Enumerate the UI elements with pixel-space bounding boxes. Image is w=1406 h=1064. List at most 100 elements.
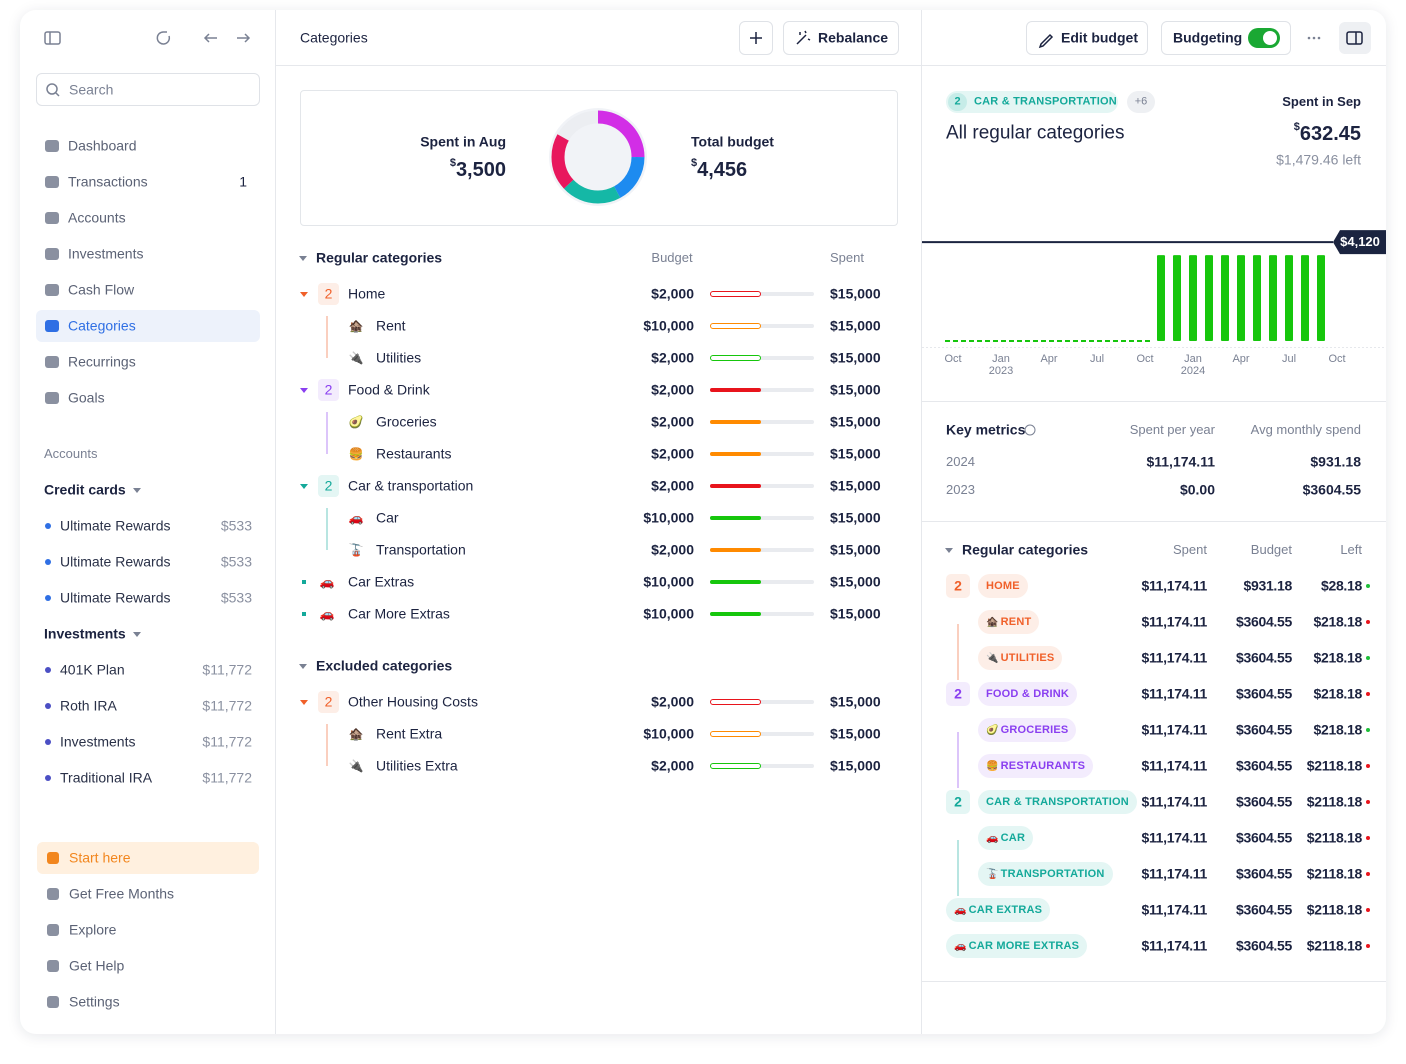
budget-value: $2,000 [651,757,694,774]
category-name[interactable]: Car More Extras [348,605,450,622]
refresh-icon[interactable] [156,31,171,45]
category-pill[interactable]: 🥑 GROCERIES [978,718,1077,742]
left-value: $2118.18 [1306,757,1363,774]
sidebar-toggle-icon[interactable] [44,31,61,45]
account-group-title[interactable]: Credit cards [44,481,126,498]
account-group-title[interactable]: Investments [44,625,126,642]
category-pill[interactable]: 🚗 CAR [978,826,1034,850]
account-balance: $11,772 [202,697,252,714]
key-metrics-title: Key metrics [946,421,1026,438]
category-name[interactable]: Home [348,285,386,302]
nav-item[interactable]: Recurrings [68,353,136,370]
category-pill[interactable]: FOOD & DRINK [978,682,1078,706]
search-box[interactable] [36,73,260,106]
count-badge-label: 2 [954,793,962,810]
footer-item[interactable]: Start here [69,849,131,866]
nav-item[interactable]: Investments [68,245,144,262]
footer-item[interactable]: Settings [69,993,120,1010]
nav-item[interactable]: Accounts [68,209,126,226]
toggle-knob [1263,31,1277,45]
category-name[interactable]: Restaurants [376,445,452,462]
account-name[interactable]: Ultimate Rewards [60,553,171,570]
progress-fill [710,731,761,737]
account-name[interactable]: 401K Plan [60,661,125,678]
count-badge-label: 2 [324,285,333,302]
currency-symbol: $ [1293,121,1300,133]
nav-item[interactable]: Dashboard [68,137,137,154]
count-badge-label: 2 [324,477,333,494]
bar [1205,255,1213,341]
category-name[interactable]: Utilities [376,349,422,366]
category-pill[interactable]: CAR & TRANSPORTATION [978,790,1137,814]
account-name[interactable]: Ultimate Rewards [60,517,171,534]
category-name[interactable]: Food & Drink [348,381,430,398]
account-balance: $11,772 [202,661,252,678]
pill-label: CAR & TRANSPORTATION [986,796,1129,808]
spent-value: $15,000 [830,413,881,430]
category-name[interactable]: Car Extras [348,573,415,590]
progress-track [710,700,814,704]
category-icon: 🏚️ [348,318,364,333]
account-dot [45,595,51,601]
dot [1317,36,1321,40]
category-name[interactable]: Transportation [376,541,466,558]
footer-item[interactable]: Get Help [69,957,125,974]
category-name[interactable]: Car & transportation [348,477,474,494]
table-title[interactable]: Regular categories [962,541,1089,558]
edit-budget-label[interactable]: Edit budget [1061,29,1138,46]
category-name[interactable]: Rent Extra [376,725,443,742]
category-pill[interactable]: 🚗 CAR MORE EXTRAS [946,934,1088,958]
progress-fill [710,516,761,520]
rebalance-label[interactable]: Rebalance [818,29,889,46]
caret [300,292,308,297]
pill-label: RESTAURANTS [1000,760,1086,772]
category-name[interactable]: Other Housing Costs [348,693,478,710]
category-pill[interactable]: 🔌 UTILITIES [978,646,1063,670]
account-name[interactable]: Traditional IRA [60,769,153,786]
account-name[interactable]: Investments [60,733,136,750]
category-pill[interactable]: 🏚️ RENT [978,610,1040,634]
nav-item[interactable]: Transactions [68,173,148,190]
spent-value: $11,174.11 [1141,721,1207,738]
category-pill[interactable]: 🚗 CAR EXTRAS [946,898,1051,922]
filter-pill[interactable] [946,91,1118,113]
add-button[interactable] [739,21,773,55]
spent-value: $11,174.11 [1141,793,1207,810]
panel-title: Categories [300,29,368,46]
caret [300,700,308,705]
category-pill[interactable]: 🚡 TRANSPORTATION [978,862,1113,886]
x-tick-label: Apr [1232,353,1250,365]
panel-button[interactable] [1339,22,1371,54]
more-icon[interactable] [1307,36,1321,40]
category-icon: 🍔 [348,446,364,461]
category-name[interactable]: Utilities Extra [376,757,458,774]
x-tick-label: Jan 2024 [1180,353,1206,377]
filter-more-bg[interactable] [1127,91,1155,113]
budget-value: $3604.55 [1236,901,1292,918]
account-dot [45,667,51,673]
footer-item[interactable]: Explore [69,921,117,938]
bar [1221,255,1229,341]
budget-value: $2,000 [651,381,694,398]
nav-icon [45,176,59,188]
section-title[interactable]: Excluded categories [316,657,453,674]
progress-fill [710,484,761,488]
back-icon[interactable] [203,33,217,43]
footer-item[interactable]: Get Free Months [69,885,175,902]
pill-label: HOME [986,580,1020,592]
forward-icon[interactable] [237,33,251,43]
nav-item[interactable]: Categories [68,317,136,334]
nav-item[interactable]: Goals [68,389,105,406]
count-badge [318,691,339,713]
nav-item[interactable]: Cash Flow [68,281,135,298]
section-title[interactable]: Regular categories [316,249,443,266]
category-name[interactable]: Groceries [376,413,437,430]
category-name[interactable]: Car [376,509,399,526]
account-name[interactable]: Ultimate Rewards [60,589,171,606]
dot [1312,36,1316,40]
category-name[interactable]: Rent [376,317,406,334]
progress-fill [710,323,761,329]
category-pill[interactable]: HOME [978,574,1028,598]
account-name[interactable]: Roth IRA [60,697,117,714]
category-pill[interactable]: 🍔 RESTAURANTS [978,754,1094,778]
